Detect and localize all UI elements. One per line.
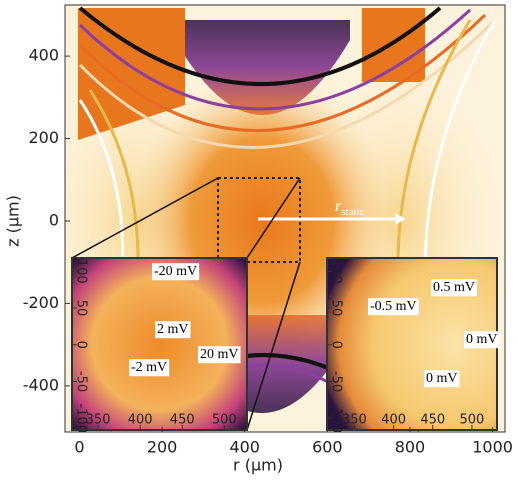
y-tick-label: 100: [329, 259, 344, 284]
x-tick-label: 350: [342, 413, 367, 428]
x-tick-label: 500: [460, 413, 485, 428]
x-tick-label: 400: [128, 413, 153, 428]
y-tick-label: 100: [74, 259, 89, 284]
x-tick-label: 400: [229, 438, 260, 457]
y-axis-label: z (µm): [4, 195, 23, 247]
y-tick-label: 50: [329, 300, 344, 317]
y-tick-label: 0: [49, 210, 59, 229]
y-tick-label: -50: [74, 371, 89, 392]
annotation: 0 mV: [426, 371, 458, 386]
y-tick-label: -400: [23, 375, 59, 394]
inset-field: [72, 258, 247, 430]
y-tick-label: 0: [74, 341, 89, 349]
x-tick-label: 400: [381, 413, 406, 428]
x-tick-label: 500: [212, 413, 237, 428]
y-tick-label: 50: [74, 300, 89, 317]
annotation: -20 mV: [154, 264, 197, 279]
y-tick-label: 200: [28, 128, 59, 147]
y-tick-label: -200: [23, 293, 59, 312]
x-tick-label: 450: [420, 413, 445, 428]
annotation-sub: static: [341, 206, 364, 218]
y-tick-label: 400: [28, 46, 59, 65]
annotation: 2 mV: [157, 322, 189, 337]
x-tick-label: 800: [395, 438, 426, 457]
y-tick-label: -100: [329, 403, 344, 433]
figure: r (µm) z (µm) 02004006008001000-400-2000…: [0, 0, 518, 481]
x-tick-label: 0: [74, 438, 84, 457]
annotation: 0.5 mV: [433, 280, 475, 295]
annotation: -2 mV: [131, 360, 167, 375]
x-tick-label: 200: [147, 438, 178, 457]
annotation: -0.5 mV: [370, 299, 417, 314]
annotation: 20 mV: [200, 347, 239, 362]
x-tick-label: 1000: [472, 438, 513, 457]
x-tick-label: 600: [312, 438, 343, 457]
y-tick-label: -100: [74, 403, 89, 433]
x-axis-label: r (µm): [233, 456, 283, 475]
annotation: 0 mV: [466, 332, 498, 347]
x-tick-label: 450: [170, 413, 195, 428]
y-tick-label: -50: [329, 371, 344, 392]
y-tick-label: 0: [329, 341, 344, 349]
